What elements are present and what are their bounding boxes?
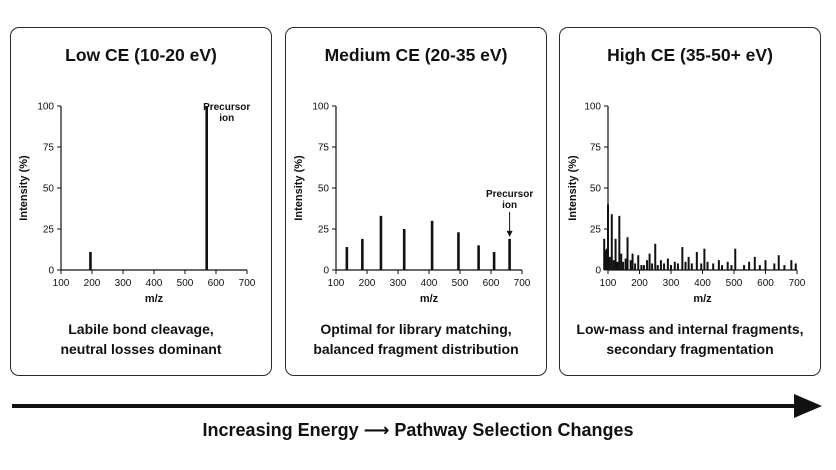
precursor-annotation-label: Precursor	[203, 102, 250, 113]
y-tick-label: 75	[43, 143, 55, 154]
x-tick-label: 700	[789, 278, 806, 289]
panel-caption: Optimal for library matching, balanced f…	[290, 319, 542, 359]
y-tick-label: 25	[590, 225, 602, 236]
spectrum-chart-low-ce: 0 25 50 75 100 100 200 300 400 500 600 700 m/z Intens…	[18, 102, 256, 306]
caption-line: neutral losses dominant	[60, 341, 222, 357]
spectrum-chart-high-ce: 0 25 50 75 100 100 200 300 400 500 600 700 m/z Intens…	[567, 102, 806, 306]
energy-axis-label: Increasing Energy ⟶ Pathway Selection Ch…	[202, 420, 634, 440]
x-tick-label: 600	[483, 278, 500, 289]
chart-panel-high-ce: High CE (35-50+ eV) 0 25 50 75 100 100 200 300 4…	[559, 27, 821, 376]
x-tick-label: 300	[115, 278, 132, 289]
x-tick-label: 400	[146, 278, 163, 289]
x-tick-label: 600	[208, 278, 225, 289]
x-tick-label: 200	[359, 278, 376, 289]
x-tick-label: 500	[726, 278, 743, 289]
x-tick-label: 400	[421, 278, 438, 289]
x-tick-label: 300	[663, 278, 680, 289]
caption-line: Labile bond cleavage,	[68, 321, 214, 337]
caption-line: Low-mass and internal fragments,	[576, 321, 804, 337]
y-tick-label: 0	[595, 266, 601, 277]
panel-title: Low CE (10-20 eV)	[65, 45, 217, 65]
annotation-arrow-icon	[506, 230, 513, 237]
panel-caption: Labile bond cleavage, neutral losses dom…	[15, 319, 267, 359]
y-tick-label: 0	[48, 266, 54, 277]
x-tick-label: 500	[177, 278, 194, 289]
precursor-annotation-label: Precursor	[486, 189, 533, 200]
y-tick-label: 50	[43, 184, 55, 195]
y-tick-label: 50	[318, 184, 330, 195]
y-tick-label: 75	[590, 143, 602, 154]
precursor-annotation-label: ion	[502, 200, 517, 211]
y-tick-label: 75	[318, 143, 330, 154]
caption-line: Optimal for library matching,	[320, 321, 512, 337]
x-axis-label: m/z	[693, 293, 712, 305]
spectrum-chart-medium-ce: 0 25 50 75 100 100 200 300 400 500 600 700 m/z Intens…	[293, 102, 533, 306]
chart-panel-medium-ce: Medium CE (20-35 eV) 0 25 50 75 100 100 200 300…	[285, 27, 547, 376]
x-tick-label: 100	[600, 278, 617, 289]
x-tick-label: 200	[631, 278, 648, 289]
y-tick-label: 25	[43, 225, 55, 236]
x-tick-label: 300	[390, 278, 407, 289]
y-tick-label: 100	[584, 102, 601, 113]
x-tick-label: 700	[514, 278, 531, 289]
x-tick-label: 200	[84, 278, 101, 289]
caption-line: secondary fragmentation	[606, 341, 774, 357]
x-tick-label: 100	[53, 278, 70, 289]
x-tick-label: 400	[694, 278, 711, 289]
x-tick-label: 600	[757, 278, 774, 289]
x-axis-label: m/z	[420, 293, 439, 305]
x-tick-label: 500	[452, 278, 469, 289]
x-tick-label: 100	[328, 278, 345, 289]
y-tick-label: 100	[37, 102, 54, 113]
y-axis-label: Intensity (%)	[293, 155, 305, 221]
chart-panel-low-ce: Low CE (10-20 eV) 0 25 50 75 100 100 200 300 400…	[10, 27, 272, 376]
y-axis-label: Intensity (%)	[18, 155, 30, 221]
y-tick-label: 0	[323, 266, 329, 277]
increasing-energy-arrow-icon	[12, 394, 822, 418]
y-axis-label: Intensity (%)	[567, 155, 579, 221]
y-tick-label: 50	[590, 184, 602, 195]
panel-caption: Low-mass and internal fragments, seconda…	[564, 319, 816, 359]
y-tick-label: 25	[318, 225, 330, 236]
x-tick-label: 700	[239, 278, 256, 289]
panel-title: High CE (35-50+ eV)	[607, 45, 773, 65]
caption-line: balanced fragment distribution	[313, 341, 519, 357]
precursor-annotation-label: ion	[219, 113, 234, 124]
x-axis-label: m/z	[145, 293, 164, 305]
y-tick-label: 100	[312, 102, 329, 113]
panel-title: Medium CE (20-35 eV)	[324, 45, 508, 65]
